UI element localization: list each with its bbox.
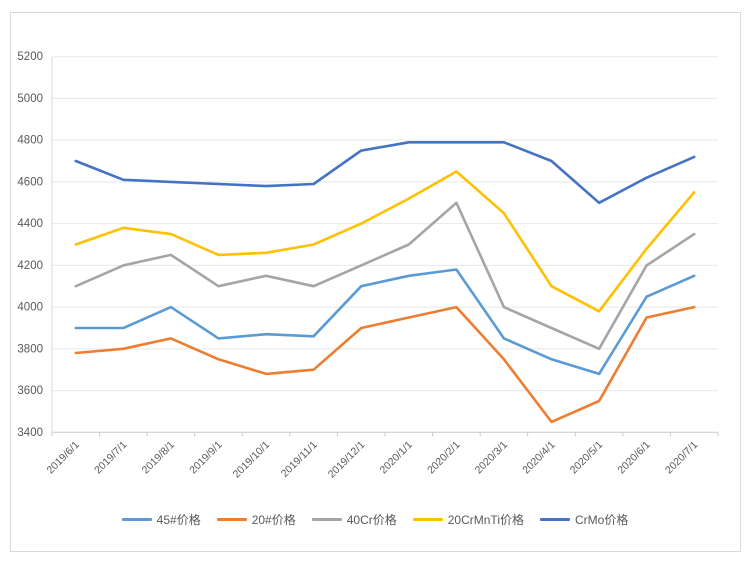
legend-item: 40Cr价格 [311,511,397,528]
legend-line-swatch [412,518,443,521]
legend-item: 45#价格 [121,511,201,528]
legend-item-label: 20#价格 [251,513,296,527]
x-axis-tick-label: 2019/12/1 [326,439,368,481]
legend-line-swatch [121,518,152,521]
legend-item: 20#价格 [216,511,296,528]
y-axis-tick-label: 4400 [17,218,43,230]
x-axis-tick-label: 2020/4/1 [520,439,557,476]
x-axis-tick-label: 2020/1/1 [378,439,415,476]
y-axis-tick-label: 3800 [17,343,43,355]
x-axis-tick-label: 2020/3/1 [473,439,510,476]
series-line [74,141,696,205]
x-axis-tick-label: 2020/2/1 [425,439,462,476]
y-axis-tick-label: 4000 [17,302,43,314]
y-axis-tick-label: 4600 [17,176,43,188]
legend-item: CrMo价格 [539,511,629,528]
x-axis-tick-label: 2020/6/1 [615,439,652,476]
series-line [74,201,696,351]
x-axis-tick-label: 2020/5/1 [568,439,605,476]
legend-item-label: 40Cr价格 [346,513,397,527]
y-axis-tick-label: 5000 [17,93,43,105]
series-line [74,305,696,424]
legend-line-swatch [539,518,570,521]
legend-line-swatch [311,518,342,521]
legend-item-label: 45#价格 [156,513,201,527]
x-axis-tick-label: 2020/7/1 [663,439,700,476]
legend-line-swatch [216,518,247,521]
y-axis-tick-label: 3600 [17,385,43,397]
series-line [74,170,696,313]
y-axis-tick-label: 3400 [17,427,43,439]
legend-item: 20CrMnTi价格 [412,511,524,528]
legend-item-label: 20CrMnTi价格 [447,513,524,527]
y-axis-tick-label: 5200 [17,51,43,63]
chart-legend: 45#价格 20#价格 40Cr价格 20CrMnTi价格 CrMo价格 [0,511,750,528]
x-axis-tick-label: 2019/6/1 [45,439,82,476]
series-line [74,268,696,376]
legend-item-label: CrMo价格 [574,513,629,527]
y-axis-tick-label: 4800 [17,135,43,147]
x-axis-tick-label: 2019/9/1 [187,439,224,476]
x-axis-tick-label: 2019/11/1 [279,439,320,480]
y-axis-tick-label: 4200 [17,260,43,272]
x-axis-tick-label: 2019/7/1 [92,439,129,476]
x-axis-tick-label: 2019/10/1 [231,439,273,481]
line-chart-plot: 3400 3600 3800 4000 4200 4400 4600 4800 5000 5200… [17,51,719,481]
x-axis-tick-label: 2019/8/1 [140,439,177,476]
